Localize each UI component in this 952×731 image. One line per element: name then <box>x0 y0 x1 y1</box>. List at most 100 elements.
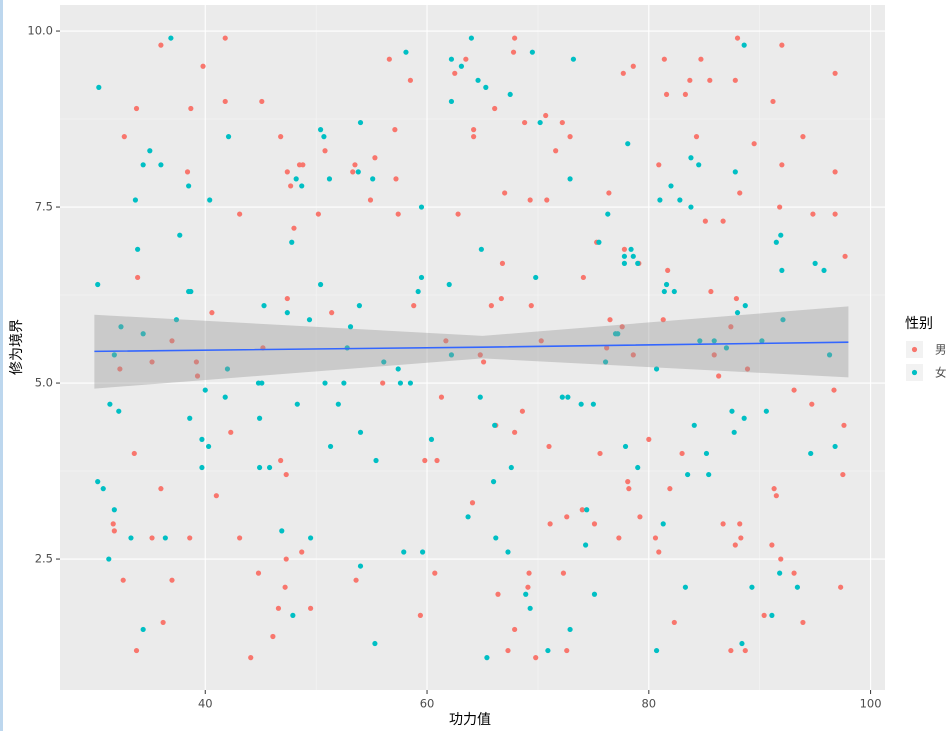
point <box>259 380 265 386</box>
point <box>448 98 455 105</box>
point <box>373 457 379 464</box>
point <box>188 105 194 112</box>
point <box>744 366 751 372</box>
point <box>107 401 113 407</box>
point <box>505 647 511 654</box>
point <box>665 267 671 274</box>
point <box>135 274 141 281</box>
point <box>488 303 494 309</box>
point <box>707 77 713 83</box>
point <box>168 35 174 41</box>
point <box>194 373 201 379</box>
point <box>335 401 341 407</box>
point <box>742 647 748 654</box>
point <box>415 288 421 295</box>
point <box>663 91 670 98</box>
point <box>711 338 717 344</box>
point <box>294 401 300 407</box>
point <box>293 176 299 182</box>
point <box>567 134 573 140</box>
point <box>626 486 632 492</box>
point <box>543 112 549 119</box>
point <box>741 415 747 421</box>
point <box>661 56 667 62</box>
point <box>484 655 490 661</box>
point <box>403 49 409 55</box>
point <box>468 35 474 41</box>
point <box>519 408 525 414</box>
point <box>779 42 785 48</box>
point <box>306 317 313 323</box>
point <box>443 338 449 344</box>
point <box>428 436 435 442</box>
point <box>580 274 586 281</box>
point <box>512 626 518 633</box>
legend-title: 性别 <box>905 316 933 332</box>
point <box>771 486 777 492</box>
point <box>507 91 513 98</box>
point <box>248 655 254 661</box>
point <box>527 605 533 611</box>
point <box>769 612 775 618</box>
point <box>630 63 636 69</box>
point <box>465 514 471 520</box>
point <box>477 352 483 358</box>
point <box>733 295 740 302</box>
point <box>222 35 228 41</box>
point <box>483 84 489 90</box>
point <box>697 338 703 344</box>
point <box>616 535 622 541</box>
point <box>270 633 276 640</box>
point <box>205 443 212 450</box>
point <box>283 556 289 562</box>
point <box>512 429 518 435</box>
point <box>395 211 401 217</box>
point <box>352 162 358 168</box>
point <box>668 183 674 189</box>
point <box>256 464 263 471</box>
point <box>386 56 392 62</box>
point <box>579 507 585 513</box>
point <box>401 549 407 555</box>
point <box>529 49 535 55</box>
point <box>187 415 193 421</box>
point <box>597 450 603 457</box>
point <box>202 387 208 393</box>
y-tick-label: 5.0 <box>35 376 53 390</box>
point <box>698 56 704 62</box>
point <box>688 155 694 161</box>
point <box>434 457 440 464</box>
point <box>739 640 745 647</box>
point <box>372 155 378 161</box>
point <box>547 521 553 527</box>
point <box>284 310 290 316</box>
point <box>842 253 848 259</box>
point <box>809 401 815 407</box>
point <box>821 267 827 274</box>
point <box>646 436 652 442</box>
point <box>711 352 717 358</box>
point <box>111 352 117 358</box>
point <box>131 450 137 457</box>
point <box>564 514 570 520</box>
point <box>622 443 629 450</box>
point <box>255 570 262 576</box>
point <box>169 338 175 344</box>
point <box>471 127 477 133</box>
point <box>737 190 743 196</box>
point <box>438 394 445 400</box>
point <box>605 211 611 217</box>
point <box>702 218 708 224</box>
point <box>841 422 847 428</box>
point <box>199 464 205 471</box>
point <box>407 77 414 83</box>
point <box>630 352 636 358</box>
y-tick-label: 10.0 <box>27 24 53 38</box>
point <box>671 619 677 626</box>
point <box>492 422 498 428</box>
point <box>800 619 806 626</box>
point <box>578 401 584 407</box>
point <box>810 211 816 217</box>
point <box>282 584 288 590</box>
point <box>625 141 631 147</box>
